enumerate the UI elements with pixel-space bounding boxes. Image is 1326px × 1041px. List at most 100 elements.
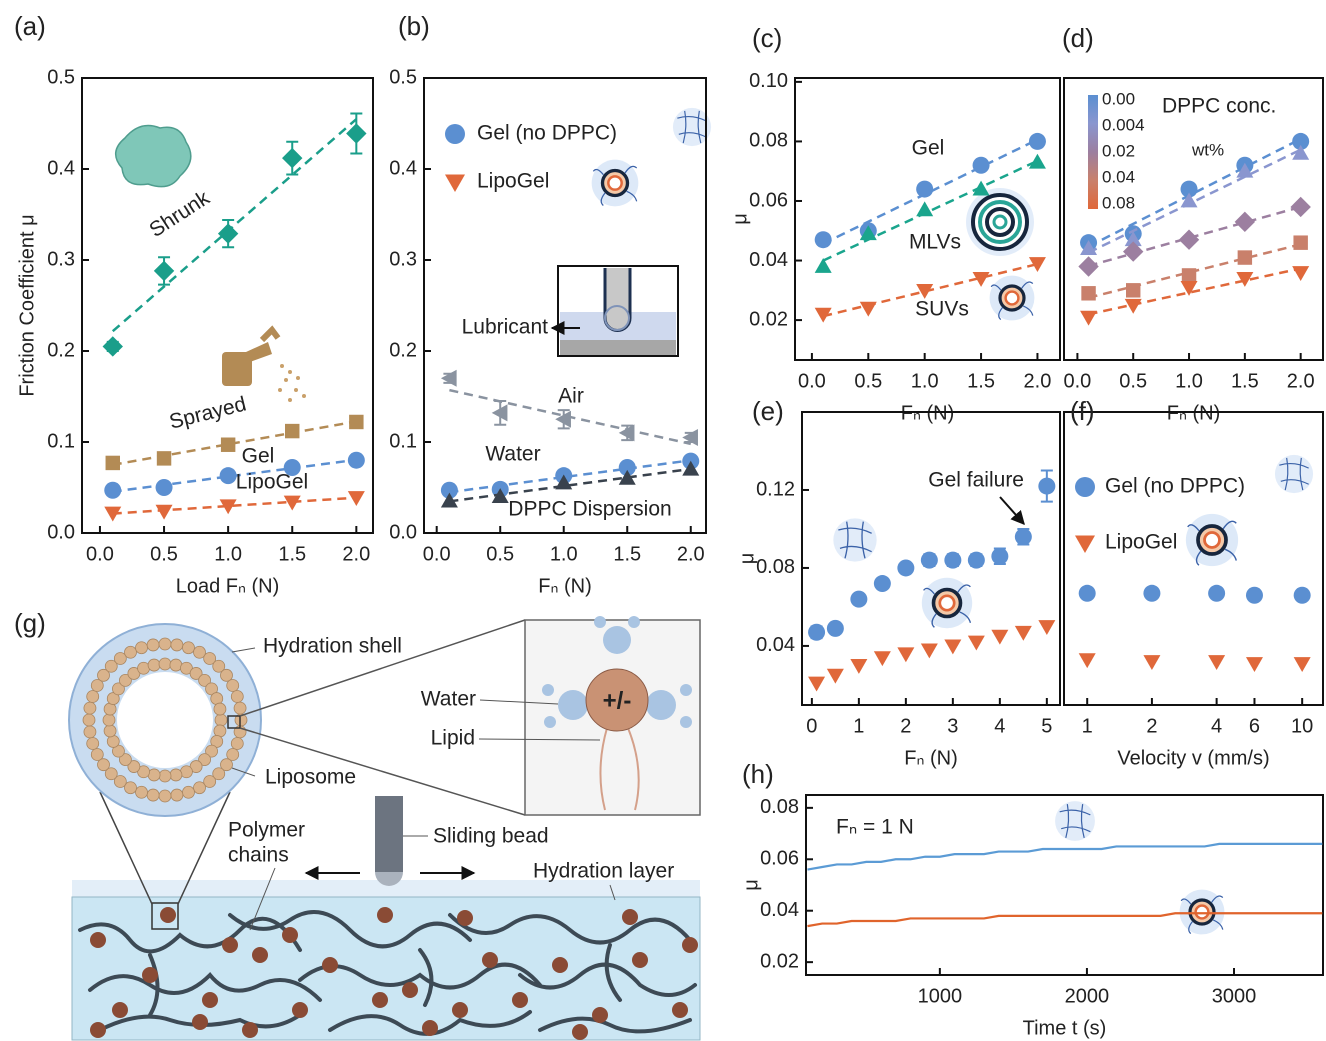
y-axis-label: μ bbox=[736, 553, 758, 565]
marker bbox=[827, 620, 844, 637]
y-tick-label: 0.04 bbox=[760, 899, 799, 921]
particle bbox=[632, 952, 648, 968]
colorbar bbox=[1088, 95, 1098, 209]
particle bbox=[202, 992, 218, 1008]
x-tick-label: 1.5 bbox=[278, 543, 306, 565]
x-tick-label: 4 bbox=[1211, 715, 1222, 737]
lipid-head bbox=[234, 702, 246, 714]
lipid-head bbox=[87, 737, 99, 749]
liposome-icon bbox=[922, 578, 972, 628]
marker bbox=[1029, 133, 1046, 150]
polymer-chains-label: Polymer bbox=[228, 819, 305, 842]
x-tick-label: 3000 bbox=[1212, 985, 1257, 1007]
lipid-head bbox=[136, 786, 148, 798]
x-tick-label: 10 bbox=[1291, 715, 1313, 737]
y-axis-label: μ bbox=[729, 213, 751, 225]
y-tick-label: 0.06 bbox=[749, 189, 788, 211]
gel-icon bbox=[1275, 455, 1313, 493]
marker bbox=[991, 630, 1008, 645]
y-tick-label: 0.10 bbox=[749, 70, 788, 92]
x-tick-label: 2000 bbox=[1065, 985, 1110, 1007]
marker bbox=[1126, 283, 1140, 297]
panel-label: (e) bbox=[752, 396, 784, 426]
lipid-head bbox=[227, 679, 239, 691]
y-tick-label: 0.08 bbox=[749, 130, 788, 152]
x-axis-label: Velocity v (mm/s) bbox=[1117, 747, 1269, 769]
lipid-head bbox=[104, 725, 116, 737]
lipid-head bbox=[87, 691, 99, 703]
marker bbox=[1294, 587, 1311, 604]
marker bbox=[1293, 235, 1307, 249]
x-tick-label: 3 bbox=[947, 715, 958, 737]
marker bbox=[1081, 286, 1095, 300]
lipid-head bbox=[159, 770, 171, 782]
colorbar-label: 0.04 bbox=[1102, 167, 1135, 186]
annotation: Lubricant bbox=[462, 316, 549, 339]
marker bbox=[1143, 585, 1160, 602]
marker bbox=[441, 370, 457, 387]
marker bbox=[1208, 655, 1225, 670]
x-axis-label: Time t (s) bbox=[1023, 1017, 1107, 1039]
y-tick-label: 0.5 bbox=[47, 66, 75, 88]
x-tick-label: 0.5 bbox=[150, 543, 178, 565]
marker bbox=[1290, 197, 1310, 217]
spray-icon bbox=[222, 330, 306, 402]
lipid-head bbox=[159, 658, 171, 670]
marker bbox=[1079, 585, 1096, 602]
marker bbox=[1038, 478, 1055, 495]
panel-label: (c) bbox=[752, 23, 782, 53]
particle bbox=[112, 1002, 128, 1018]
panel-label: (b) bbox=[398, 11, 430, 41]
marker bbox=[850, 591, 867, 608]
marker bbox=[850, 659, 867, 674]
particle bbox=[592, 1007, 608, 1023]
x-tick-label: 2.0 bbox=[342, 543, 370, 565]
marker bbox=[1246, 587, 1263, 604]
particle bbox=[572, 1024, 588, 1040]
particle bbox=[422, 1020, 438, 1036]
lipid-head bbox=[171, 789, 183, 801]
x-tick-label: 2.0 bbox=[1024, 370, 1052, 392]
liposome-label: Liposome bbox=[265, 766, 356, 789]
panel-label: (f) bbox=[1070, 396, 1095, 426]
x-tick-label: 0.0 bbox=[798, 370, 826, 392]
legend-label: Gel (no DPPC) bbox=[1105, 475, 1245, 498]
particle bbox=[552, 957, 568, 973]
marker bbox=[1079, 653, 1096, 668]
y-tick-label: 0.2 bbox=[47, 339, 75, 361]
series-label: Gel bbox=[912, 137, 945, 160]
lipid-head bbox=[103, 714, 115, 726]
particle bbox=[252, 947, 268, 963]
polymer-chains-label: chains bbox=[228, 844, 289, 867]
lipid-head bbox=[136, 642, 148, 654]
panel-label: (d) bbox=[1062, 23, 1094, 53]
marker bbox=[1038, 620, 1055, 635]
y-tick-label: 0.04 bbox=[749, 249, 788, 271]
schematic: (g) +/- Hydration shell Water Lipid Lipo… bbox=[14, 608, 700, 1040]
particle bbox=[457, 910, 473, 926]
water-label: Water bbox=[421, 688, 476, 711]
series-label: Sprayed bbox=[167, 392, 248, 433]
legend-label: LipoGel bbox=[1105, 531, 1177, 554]
y-tick-label: 0.0 bbox=[389, 521, 417, 543]
gel-icon bbox=[1055, 801, 1095, 841]
marker bbox=[348, 491, 365, 506]
lipid-head bbox=[84, 726, 96, 738]
marker bbox=[991, 548, 1008, 565]
lipid-head bbox=[214, 703, 226, 715]
series-label: SUVs bbox=[915, 298, 969, 321]
particle bbox=[222, 937, 238, 953]
y-tick-label: 0.06 bbox=[760, 848, 799, 870]
y-tick-label: 0.08 bbox=[760, 796, 799, 818]
x-tick-label: 2 bbox=[900, 715, 911, 737]
x-tick-label: 1.5 bbox=[613, 543, 641, 565]
panel-label: (a) bbox=[14, 11, 46, 41]
lipid-head bbox=[194, 782, 206, 794]
x-tick-label: 0.5 bbox=[1119, 370, 1147, 392]
lipid-head bbox=[170, 769, 182, 781]
y-tick-label: 0.3 bbox=[389, 248, 417, 270]
marker bbox=[1015, 626, 1032, 641]
marker bbox=[968, 552, 985, 569]
y-tick-label: 0.5 bbox=[389, 66, 417, 88]
marker bbox=[1029, 154, 1046, 169]
